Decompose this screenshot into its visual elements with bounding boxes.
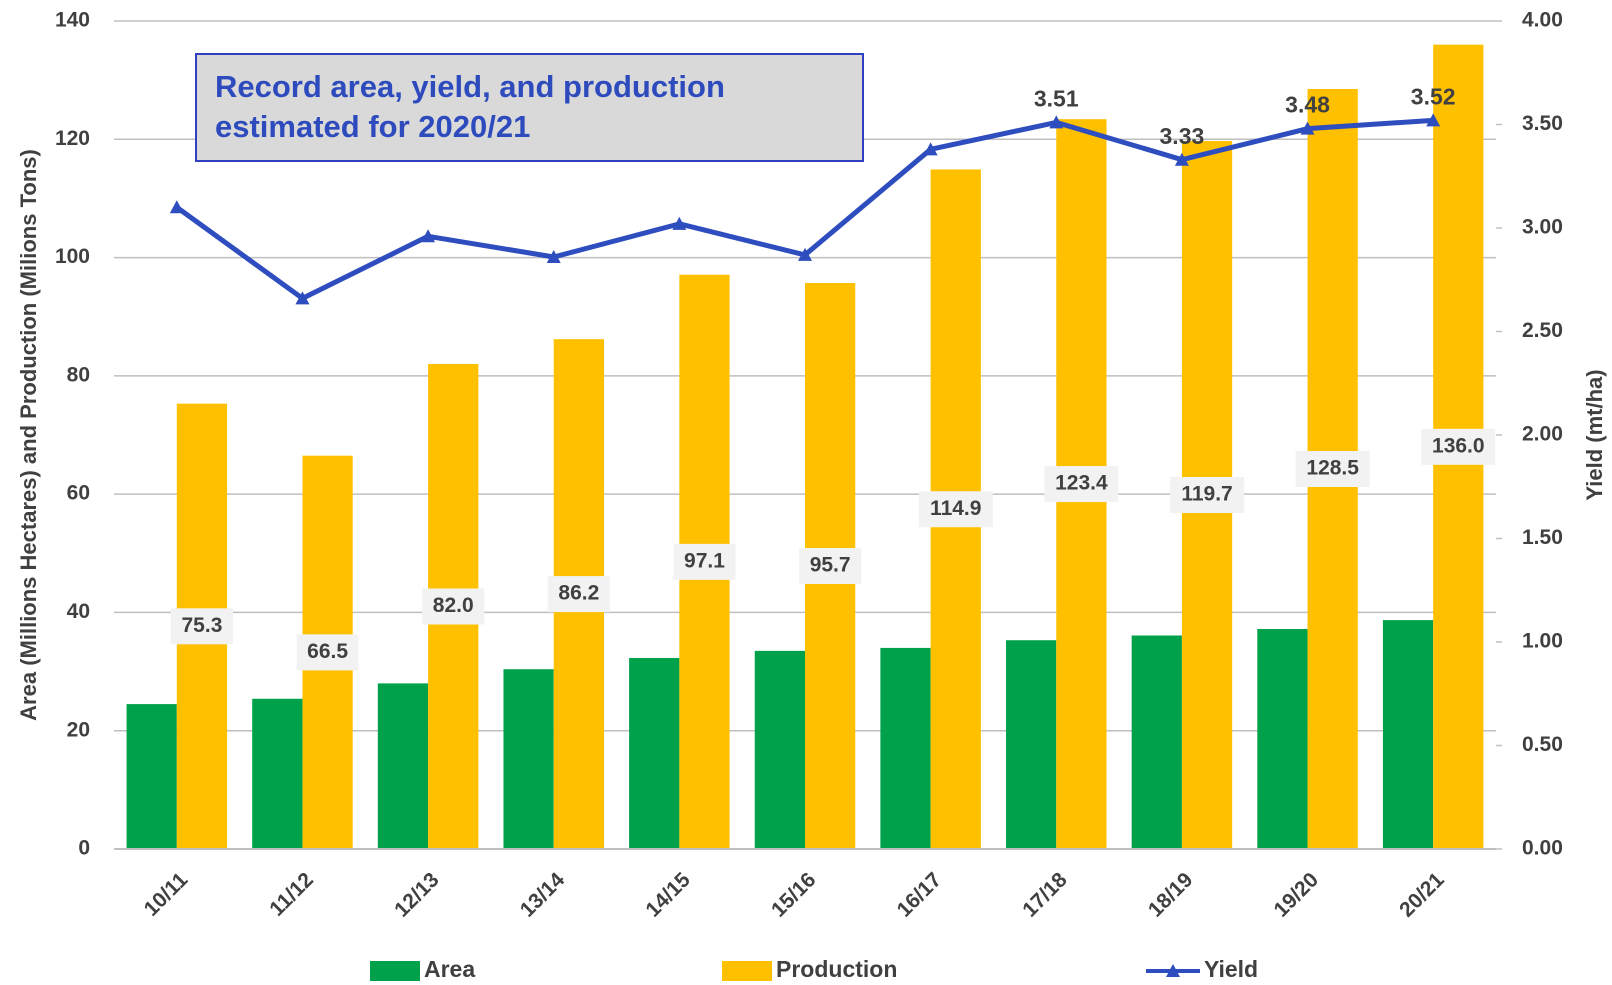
x-tick-label: 18/19: [1144, 868, 1197, 921]
x-tick-label: 14/15: [641, 868, 695, 922]
bar: [252, 698, 303, 849]
bar: [880, 647, 931, 849]
bar: [754, 650, 805, 849]
y2-tick-label: 1.50: [1522, 526, 1563, 549]
data-label-box: [673, 543, 736, 580]
bar: [1131, 635, 1182, 849]
x-tick-label: 15/16: [767, 868, 820, 921]
y2-tick-label: 2.00: [1522, 423, 1563, 446]
marker: [798, 247, 812, 261]
y-axis-title: Area (Millions Hectares) and Production …: [16, 149, 41, 721]
y2-tick-label: 3.00: [1522, 216, 1563, 239]
data-label-box: [1421, 428, 1496, 465]
data-label-box: [799, 548, 862, 585]
data-label: 128.5: [1306, 457, 1359, 480]
marker: [546, 249, 561, 263]
data-label: 136.0: [1432, 434, 1485, 457]
y-tick-label: 100: [55, 245, 90, 268]
data-label-box: [296, 634, 359, 671]
x-tick-label: 20/21: [1395, 868, 1449, 922]
line-label: 3.33: [1160, 123, 1205, 149]
legend-label: Production: [776, 956, 897, 982]
data-label-box: [1295, 451, 1370, 488]
x-tick-label: 13/14: [516, 868, 570, 922]
data-label-box: [1044, 466, 1119, 503]
bar: [377, 683, 429, 849]
y2-tick-label: 0.50: [1522, 733, 1563, 756]
data-label: 66.5: [307, 640, 348, 663]
line-label: 3.48: [1285, 92, 1330, 118]
y2-tick-label: 1.00: [1522, 630, 1563, 653]
legend-marker: [1166, 964, 1180, 977]
y-tick-label: 80: [67, 363, 90, 386]
x-tick-label: 19/20: [1270, 868, 1323, 921]
bar: [629, 657, 680, 849]
y-tick-label: 0: [78, 837, 90, 860]
legend-label: Yield: [1204, 956, 1258, 982]
legend-swatch: [370, 961, 420, 981]
y-tick-label: 140: [55, 9, 90, 32]
y-tick-label: 20: [67, 718, 90, 741]
marker: [295, 291, 310, 305]
line-label: 3.51: [1034, 86, 1079, 112]
annotation: Record area, yield, and production estim…: [195, 53, 864, 162]
y2-tick-label: 3.50: [1522, 112, 1563, 135]
marker: [1174, 152, 1189, 166]
bar: [503, 669, 554, 849]
data-label: 97.1: [684, 549, 725, 572]
y-tick-label: 60: [67, 482, 90, 505]
marker: [672, 216, 687, 230]
data-label: 123.4: [1055, 472, 1108, 495]
marker: [923, 142, 938, 156]
marker: [1049, 115, 1064, 129]
legend-swatch: [722, 961, 772, 981]
x-tick-label: 17/18: [1018, 868, 1072, 922]
y2-axis-title: Yield (mt/ha): [1582, 369, 1607, 500]
bar: [1257, 628, 1308, 849]
x-tick-label: 12/13: [390, 868, 443, 921]
x-tick-label: 11/12: [265, 868, 318, 921]
data-label-box: [1170, 477, 1245, 514]
x-tick-label: 16/17: [893, 868, 946, 921]
data-label: 119.7: [1181, 483, 1232, 506]
data-label: 95.7: [810, 554, 851, 577]
y2-tick-label: 2.50: [1522, 319, 1563, 342]
marker: [169, 200, 184, 214]
data-label: 86.2: [558, 582, 599, 605]
data-label-box: [547, 576, 610, 613]
bar: [126, 704, 177, 849]
y-tick-label: 40: [67, 600, 90, 623]
y-tick-label: 120: [55, 127, 90, 150]
y2-tick-label: 4.00: [1522, 9, 1563, 32]
bar: [1382, 620, 1434, 849]
data-label-box: [422, 588, 485, 625]
data-label-box: [918, 491, 993, 528]
data-label: 82.0: [433, 594, 474, 617]
marker: [1300, 121, 1315, 135]
x-tick-label: 10/11: [140, 868, 193, 921]
data-label: 75.3: [182, 614, 223, 637]
marker: [421, 229, 436, 243]
line-label: 3.52: [1411, 83, 1456, 109]
y2-tick-label: 0.00: [1522, 837, 1563, 860]
data-label: 114.9: [930, 497, 981, 520]
data-label-box: [170, 608, 233, 645]
bar: [1006, 640, 1057, 849]
legend-label: Area: [424, 956, 475, 982]
marker: [1426, 113, 1441, 127]
